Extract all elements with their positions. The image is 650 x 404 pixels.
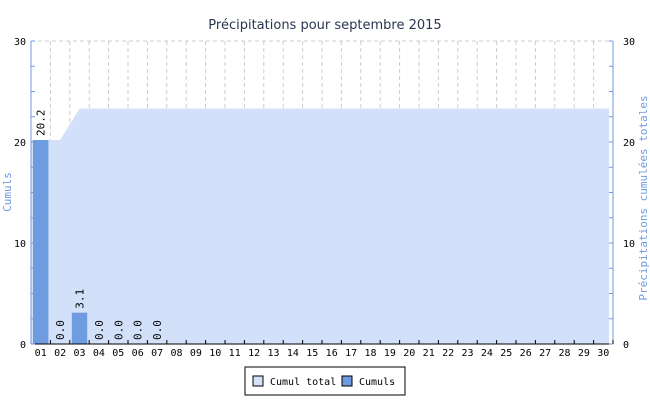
- right-tick-label: 0: [623, 340, 629, 351]
- legend: Cumul total Cumuls: [244, 366, 406, 396]
- x-tick-label: 17: [345, 348, 357, 359]
- x-tick-label: 25: [500, 348, 512, 359]
- bar-cumuls: [71, 312, 88, 344]
- left-tick-label: 20: [14, 138, 26, 149]
- x-tick-label: 09: [190, 348, 202, 359]
- data-label: 3.1: [74, 289, 87, 309]
- bar-cumuls: [33, 139, 49, 344]
- legend-label-cumul-total: Cumul total: [270, 377, 336, 388]
- x-tick-label: 08: [170, 348, 182, 359]
- data-label: 20.2: [35, 109, 48, 136]
- x-tick-label: 10: [209, 348, 221, 359]
- legend-label-cumuls: Cumuls: [359, 377, 395, 388]
- x-tick-label: 20: [403, 348, 415, 359]
- data-label: 0.0: [132, 320, 145, 340]
- legend-swatch-cumul-total: [252, 375, 264, 387]
- right-tick-label: 20: [623, 138, 635, 149]
- x-tick-label: 13: [267, 348, 279, 359]
- left-tick-label: 10: [14, 239, 26, 250]
- x-tick-label: 26: [520, 348, 532, 359]
- x-tick-label: 29: [578, 348, 590, 359]
- area-cumul-total: [31, 108, 609, 344]
- x-tick-label: 05: [112, 348, 124, 359]
- x-tick-label: 12: [248, 348, 260, 359]
- x-tick-label: 01: [35, 348, 47, 359]
- x-tick-label: 15: [306, 348, 318, 359]
- x-tick-label: 04: [93, 348, 105, 359]
- right-tick-label: 30: [623, 37, 635, 48]
- right-tick-label: 10: [623, 239, 635, 250]
- x-tick-label: 02: [54, 348, 66, 359]
- x-tick-label: 27: [539, 348, 551, 359]
- x-tick-label: 22: [442, 348, 454, 359]
- chart-title: Précipitations pour septembre 2015: [208, 18, 441, 33]
- data-label: 0.0: [54, 320, 67, 340]
- x-tick-label: 14: [287, 348, 299, 359]
- x-tick-label: 03: [73, 348, 85, 359]
- x-tick-label: 18: [364, 348, 376, 359]
- legend-swatch-cumuls: [341, 375, 353, 387]
- x-tick-label: 21: [423, 348, 435, 359]
- x-tick-label: 06: [132, 348, 144, 359]
- x-tick-label: 11: [229, 348, 241, 359]
- data-label: 0.0: [93, 320, 106, 340]
- left-tick-label: 30: [14, 37, 26, 48]
- left-tick-label: 0: [20, 340, 26, 351]
- left-axis-label: Cumuls: [1, 172, 14, 212]
- x-tick-label: 07: [151, 348, 163, 359]
- x-tick-label: 24: [481, 348, 493, 359]
- x-tick-label: 30: [597, 348, 609, 359]
- right-axis-label: Précipitations cumulées totales: [637, 95, 650, 300]
- data-label: 0.0: [151, 320, 164, 340]
- x-tick-label: 19: [384, 348, 396, 359]
- x-tick-label: 23: [461, 348, 473, 359]
- x-tick-label: 16: [326, 348, 338, 359]
- data-label: 0.0: [112, 320, 125, 340]
- x-tick-label: 28: [558, 348, 570, 359]
